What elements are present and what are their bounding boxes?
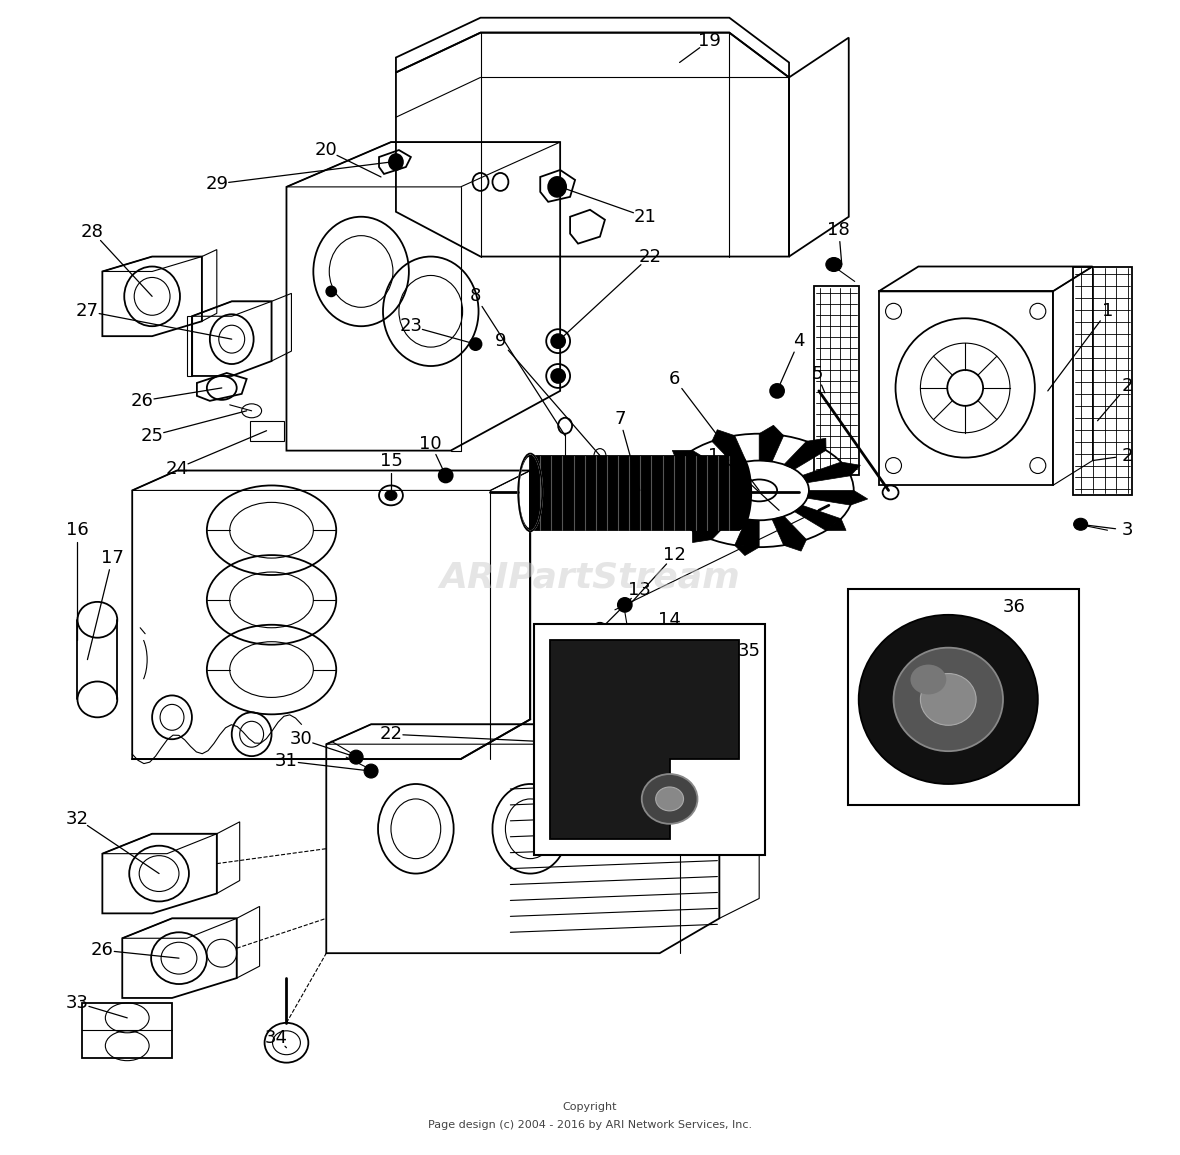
Text: 29: 29	[205, 174, 228, 193]
Bar	[1073, 267, 1133, 495]
Text: 24: 24	[165, 460, 189, 477]
Polygon shape	[658, 505, 677, 519]
Polygon shape	[673, 450, 693, 462]
Text: 3: 3	[1122, 521, 1133, 539]
Text: 7: 7	[614, 410, 625, 427]
Text: 13: 13	[628, 581, 651, 599]
Polygon shape	[806, 438, 826, 450]
Text: 15: 15	[380, 452, 402, 470]
Polygon shape	[784, 441, 826, 469]
Ellipse shape	[911, 664, 946, 694]
Text: 28: 28	[81, 223, 104, 240]
Polygon shape	[759, 433, 784, 462]
Polygon shape	[772, 516, 806, 545]
Text: 5: 5	[811, 365, 822, 383]
Ellipse shape	[618, 598, 631, 612]
Text: 32: 32	[66, 810, 88, 828]
Polygon shape	[712, 430, 735, 441]
Ellipse shape	[920, 673, 976, 725]
Ellipse shape	[656, 787, 683, 811]
Bar	[250, 420, 284, 441]
Ellipse shape	[859, 614, 1038, 784]
Text: 9: 9	[494, 333, 506, 350]
Ellipse shape	[642, 774, 697, 824]
Ellipse shape	[365, 765, 378, 778]
FancyBboxPatch shape	[847, 589, 1079, 805]
Ellipse shape	[1074, 519, 1088, 530]
Text: 8: 8	[470, 288, 481, 305]
Ellipse shape	[551, 334, 565, 348]
Text: 21: 21	[634, 208, 656, 225]
Text: 14: 14	[658, 611, 681, 628]
Ellipse shape	[439, 469, 453, 483]
Text: 36: 36	[1003, 598, 1025, 616]
Polygon shape	[807, 491, 853, 505]
Text: 25: 25	[140, 426, 164, 445]
Text: Copyright: Copyright	[563, 1102, 617, 1112]
Text: 23: 23	[399, 318, 422, 335]
Polygon shape	[693, 512, 734, 539]
Text: 2: 2	[1122, 447, 1133, 464]
Ellipse shape	[771, 383, 784, 397]
Bar	[83, 1003, 172, 1058]
Polygon shape	[664, 476, 712, 491]
Ellipse shape	[385, 491, 396, 500]
Polygon shape	[826, 519, 846, 530]
Polygon shape	[784, 539, 806, 551]
Text: 6: 6	[669, 370, 681, 388]
Text: 1: 1	[1102, 303, 1113, 320]
Text: 19: 19	[699, 31, 721, 50]
Ellipse shape	[618, 648, 631, 662]
Ellipse shape	[727, 455, 752, 529]
Text: 4: 4	[793, 333, 805, 350]
FancyBboxPatch shape	[535, 624, 765, 855]
Polygon shape	[735, 545, 759, 556]
Text: 10: 10	[419, 434, 442, 453]
Text: 30: 30	[290, 730, 313, 748]
Ellipse shape	[349, 750, 363, 765]
Text: 2: 2	[1122, 377, 1133, 395]
Text: 27: 27	[76, 303, 99, 320]
Polygon shape	[677, 450, 725, 476]
Polygon shape	[693, 530, 712, 543]
Text: 20: 20	[315, 141, 337, 159]
Polygon shape	[712, 435, 746, 464]
Text: 34: 34	[266, 1029, 288, 1046]
Text: 12: 12	[663, 546, 686, 564]
Polygon shape	[668, 498, 716, 519]
Text: Page design (c) 2004 - 2016 by ARI Network Services, Inc.: Page design (c) 2004 - 2016 by ARI Netwo…	[428, 1120, 752, 1131]
Text: 26: 26	[131, 392, 153, 410]
Text: 35: 35	[738, 642, 760, 660]
Text: 22: 22	[638, 247, 661, 266]
Text: ARIPartStream: ARIPartStream	[440, 560, 740, 594]
Text: 31: 31	[275, 752, 297, 770]
Polygon shape	[802, 462, 851, 483]
Text: 33: 33	[66, 994, 88, 1012]
Text: 18: 18	[827, 221, 850, 239]
Ellipse shape	[549, 177, 566, 196]
Polygon shape	[851, 491, 867, 505]
Ellipse shape	[470, 338, 481, 350]
Text: 17: 17	[100, 549, 124, 567]
Polygon shape	[759, 425, 784, 435]
Ellipse shape	[389, 154, 402, 170]
Text: 26: 26	[91, 941, 113, 959]
Polygon shape	[841, 462, 860, 476]
Polygon shape	[794, 506, 841, 530]
Ellipse shape	[327, 286, 336, 297]
Text: 11: 11	[708, 447, 730, 464]
Text: 16: 16	[66, 521, 88, 539]
Ellipse shape	[551, 368, 565, 383]
Polygon shape	[650, 476, 668, 491]
Polygon shape	[550, 640, 740, 839]
Polygon shape	[735, 520, 759, 547]
Bar	[814, 286, 859, 476]
Ellipse shape	[594, 623, 607, 636]
Ellipse shape	[893, 648, 1003, 751]
Text: 22: 22	[380, 725, 402, 743]
Ellipse shape	[826, 258, 841, 271]
Polygon shape	[530, 455, 740, 530]
